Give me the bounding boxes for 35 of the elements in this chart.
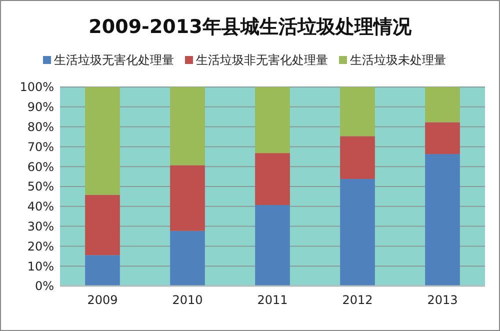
x-tick-label: 2010 — [172, 293, 203, 307]
bar — [170, 165, 205, 231]
bar — [255, 205, 290, 286]
y-tick-label: 90% — [27, 100, 54, 114]
bar — [340, 178, 375, 286]
bar — [425, 122, 460, 154]
y-tick-label: 50% — [27, 180, 54, 194]
y-tick-label: 100% — [20, 80, 54, 94]
chart-title: 2009-2013年县城生活垃圾处理情况 — [88, 16, 412, 38]
y-tick-label: 0% — [34, 279, 54, 294]
y-tick-label: 80% — [27, 120, 54, 134]
y-tick-label: 40% — [27, 200, 54, 214]
bar — [340, 87, 375, 136]
bar — [425, 154, 460, 286]
y-tick-label: 30% — [27, 220, 54, 234]
x-tick-label: 2012 — [342, 293, 373, 307]
x-tick-label: 2009 — [87, 293, 118, 307]
bar — [425, 87, 460, 122]
bar — [85, 255, 120, 286]
bar — [85, 194, 120, 256]
legend-label: 生活垃圾无害化处理量 — [54, 53, 174, 68]
y-tick-label: 20% — [27, 239, 54, 254]
x-tick-label: 2013 — [427, 293, 458, 307]
bar — [170, 87, 205, 166]
bar — [255, 87, 290, 154]
y-tick-label: 60% — [27, 160, 54, 174]
y-tick-label: 70% — [27, 140, 54, 154]
legend-label: 生活垃圾未处理量 — [350, 53, 446, 68]
legend-label: 生活垃圾非无害化处理量 — [196, 53, 328, 68]
y-tick-label: 10% — [27, 259, 54, 274]
x-tick-label: 2011 — [257, 293, 288, 307]
bar — [170, 230, 205, 286]
bar — [255, 153, 290, 206]
bar — [340, 136, 375, 179]
bar — [85, 87, 120, 195]
